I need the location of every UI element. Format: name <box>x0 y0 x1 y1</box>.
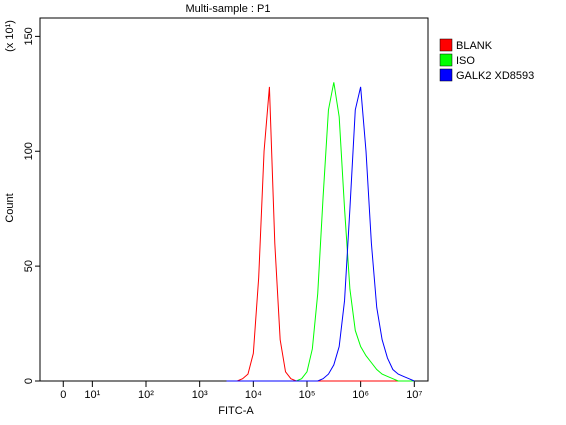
y-scale-label: (x 10¹) <box>4 20 16 52</box>
legend-label: BLANK <box>456 40 493 52</box>
plot-frame <box>39 17 429 382</box>
legend-swatch <box>439 38 453 52</box>
legend-swatch <box>439 68 453 82</box>
y-tick-label: 50 <box>23 260 35 272</box>
x-tick-label: 0 <box>60 389 66 401</box>
series-line <box>226 86 415 382</box>
y-tick-label: 150 <box>23 27 35 45</box>
y-tick-label: 100 <box>23 142 35 160</box>
x-axis-label: FITC-A <box>218 405 254 417</box>
legend-swatch <box>439 53 453 67</box>
y-tick-label: 0 <box>23 378 35 384</box>
x-tick-label: 10⁵ <box>299 389 316 401</box>
legend-label: ISO <box>456 55 475 67</box>
x-tick-label: 10⁴ <box>245 389 262 401</box>
x-tick-label: 10² <box>138 389 154 401</box>
x-tick-label: 10³ <box>192 389 208 401</box>
legend-label: GALK2 XD8593 <box>456 70 534 82</box>
x-tick-label: 10¹ <box>84 389 100 401</box>
x-tick-label: 10⁷ <box>406 389 422 401</box>
series-line <box>226 86 415 382</box>
y-axis-label: Count <box>4 193 16 222</box>
chart-title: Multi-sample : P1 <box>186 3 271 15</box>
x-tick-label: 10⁶ <box>352 389 369 401</box>
